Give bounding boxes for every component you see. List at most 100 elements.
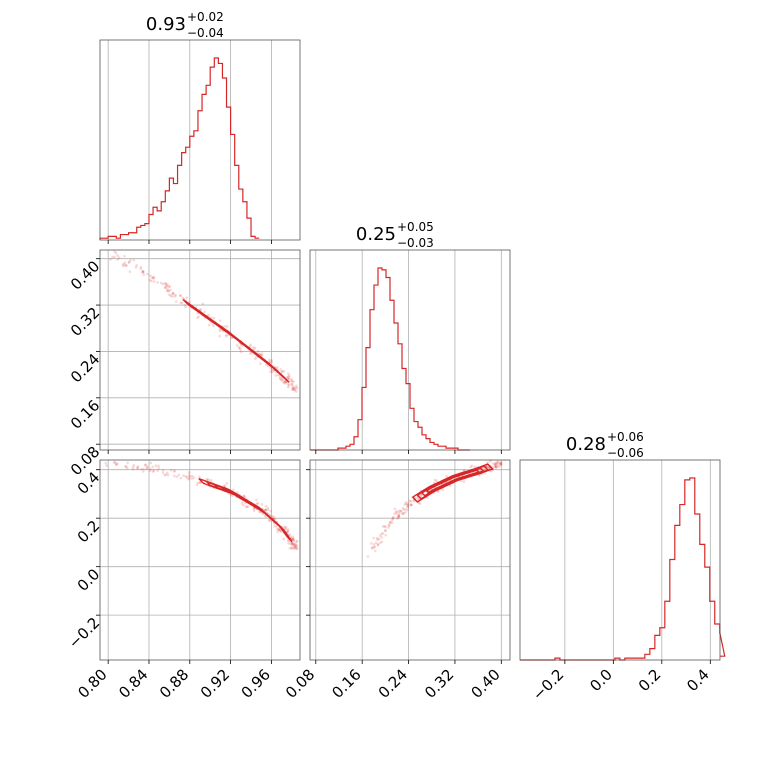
sample-point bbox=[376, 538, 379, 541]
sample-point bbox=[128, 270, 132, 273]
sample-point bbox=[266, 508, 270, 512]
sample-point bbox=[290, 541, 294, 545]
sample-point bbox=[124, 264, 128, 268]
sample-point bbox=[404, 502, 408, 505]
sample-point bbox=[290, 383, 294, 386]
sample-point bbox=[291, 386, 295, 389]
sample-point bbox=[151, 465, 154, 469]
sample-point bbox=[152, 276, 156, 279]
x-tick-label: 0.16 bbox=[328, 666, 364, 702]
sample-point bbox=[252, 346, 255, 349]
sample-point bbox=[292, 539, 296, 542]
sample-point bbox=[290, 377, 294, 381]
hist-3-frame bbox=[519, 459, 721, 661]
sample-point bbox=[381, 532, 385, 535]
sample-point bbox=[287, 385, 290, 389]
sample-point bbox=[376, 543, 380, 547]
sample-point bbox=[173, 469, 177, 472]
sample-point bbox=[497, 461, 500, 464]
sample-point bbox=[187, 474, 191, 477]
sample-point bbox=[469, 465, 473, 469]
sample-point bbox=[141, 467, 145, 471]
pair-2-contours bbox=[411, 463, 494, 503]
sample-point bbox=[172, 474, 176, 478]
sample-point bbox=[498, 465, 501, 468]
sample-point bbox=[127, 261, 131, 264]
sample-point bbox=[500, 462, 503, 466]
sample-point bbox=[269, 370, 272, 373]
sample-point bbox=[225, 334, 228, 338]
sample-point bbox=[384, 533, 388, 537]
sample-point bbox=[271, 370, 274, 374]
sample-point bbox=[292, 538, 295, 542]
panel-title-3: 0.28 +0.06 −0.06 bbox=[566, 430, 644, 460]
histogram-2-steps bbox=[310, 267, 470, 451]
sample-point bbox=[277, 527, 281, 530]
sample-point bbox=[175, 475, 179, 479]
sample-point bbox=[111, 255, 114, 259]
sample-point bbox=[260, 354, 264, 357]
sample-point bbox=[124, 465, 128, 468]
sample-point bbox=[135, 264, 138, 267]
sample-point bbox=[287, 541, 291, 545]
sample-point bbox=[495, 465, 498, 469]
sample-point bbox=[246, 505, 250, 508]
sample-point bbox=[163, 473, 166, 477]
sample-point bbox=[494, 462, 498, 466]
sample-point bbox=[294, 542, 297, 546]
sample-point bbox=[290, 543, 294, 546]
sample-point bbox=[223, 484, 226, 487]
pair-2-samples bbox=[366, 460, 507, 558]
sample-point bbox=[218, 319, 222, 322]
sample-point bbox=[196, 481, 200, 485]
sample-point bbox=[240, 344, 244, 348]
sample-point bbox=[387, 526, 390, 529]
sample-point bbox=[143, 463, 147, 467]
sample-point bbox=[372, 545, 376, 549]
x-tick-label: 0.32 bbox=[421, 666, 457, 702]
sample-point bbox=[406, 505, 410, 508]
sample-point bbox=[115, 462, 118, 466]
sample-point bbox=[277, 528, 280, 532]
sample-point bbox=[165, 284, 169, 288]
sample-point bbox=[383, 524, 386, 528]
sample-point bbox=[242, 495, 246, 498]
sample-point bbox=[405, 500, 408, 504]
sample-point bbox=[268, 358, 271, 361]
sample-point bbox=[169, 294, 173, 298]
sample-point bbox=[225, 482, 229, 485]
sample-point bbox=[289, 379, 293, 383]
sample-point bbox=[418, 494, 422, 497]
sample-point bbox=[113, 461, 116, 465]
pair-0-contours bbox=[182, 299, 290, 383]
sample-point bbox=[167, 289, 170, 293]
sample-point bbox=[279, 529, 282, 532]
sample-point bbox=[269, 509, 272, 513]
pair-0-samples bbox=[109, 250, 299, 393]
sample-point bbox=[295, 547, 298, 551]
sample-point bbox=[226, 325, 229, 328]
sample-point bbox=[409, 499, 413, 503]
sample-point bbox=[266, 364, 270, 368]
sample-point bbox=[159, 281, 163, 285]
sample-point bbox=[198, 481, 202, 484]
sample-point bbox=[473, 465, 476, 469]
sample-point bbox=[295, 384, 298, 388]
sample-point bbox=[235, 344, 239, 347]
sample-point bbox=[294, 545, 297, 549]
sample-point bbox=[163, 282, 167, 286]
sample-point bbox=[292, 542, 296, 546]
sample-point bbox=[253, 346, 257, 350]
sample-point bbox=[187, 471, 191, 474]
sample-point bbox=[395, 517, 399, 520]
sample-point bbox=[113, 250, 116, 253]
sample-point bbox=[261, 512, 265, 515]
sample-point bbox=[291, 537, 295, 541]
sample-point bbox=[291, 537, 295, 541]
sample-point bbox=[498, 461, 502, 465]
x-tick-label: 0.2 bbox=[635, 666, 665, 696]
sample-point bbox=[494, 464, 498, 468]
sample-point bbox=[166, 289, 170, 293]
sample-point bbox=[165, 284, 168, 287]
